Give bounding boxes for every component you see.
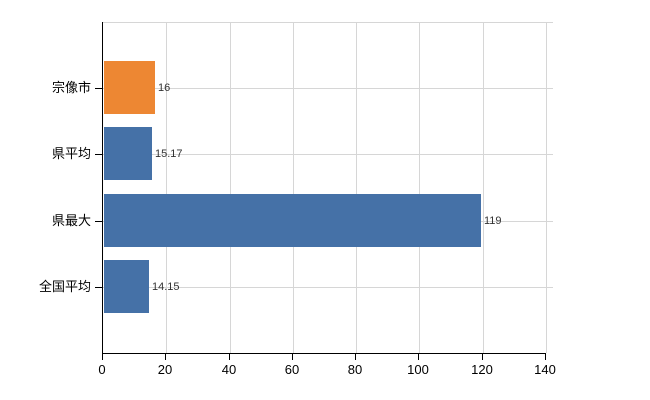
gridline-vertical: [230, 22, 231, 353]
x-tick-label: 0: [98, 362, 106, 377]
y-axis-tick: [95, 221, 102, 222]
bar-1: [104, 61, 155, 114]
x-tick-label: 80: [347, 362, 363, 377]
gridline-vertical: [166, 22, 167, 353]
gridline-top: [103, 22, 553, 23]
y-axis-tick: [95, 154, 102, 155]
gridline-horizontal: [103, 287, 553, 288]
bar-3: [104, 194, 481, 247]
category-label: 県平均: [51, 146, 91, 161]
value-label: 15.17: [155, 148, 183, 160]
gridline-horizontal: [103, 88, 553, 89]
x-axis-tick: [229, 354, 230, 360]
gridline-horizontal: [103, 154, 553, 155]
x-tick-label: 60: [284, 362, 300, 377]
x-axis-tick: [355, 354, 356, 360]
x-axis-tick: [292, 354, 293, 360]
gridline-vertical: [483, 22, 484, 353]
y-axis-tick: [95, 287, 102, 288]
value-label: 14.15: [152, 281, 180, 293]
bar-4: [104, 260, 149, 313]
x-axis-tick: [102, 354, 103, 360]
gridline-vertical: [546, 22, 547, 353]
x-axis-tick: [165, 354, 166, 360]
x-axis-tick: [545, 354, 546, 360]
x-tick-label: 20: [157, 362, 173, 377]
x-axis-tick: [418, 354, 419, 360]
value-label: 119: [484, 215, 502, 227]
gridline-vertical: [419, 22, 420, 353]
category-label: 全国平均: [38, 279, 91, 294]
x-tick-label: 120: [471, 362, 493, 377]
plot-area: 16 15.17 119 14.15: [102, 22, 553, 354]
gridline-vertical: [356, 22, 357, 353]
x-tick-label: 100: [407, 362, 429, 377]
x-tick-label: 140: [534, 362, 556, 377]
bar-2: [104, 127, 152, 180]
category-label: 宗像市: [51, 80, 91, 95]
x-tick-label: 40: [221, 362, 237, 377]
y-axis-tick: [95, 88, 102, 89]
value-label: 16: [158, 82, 171, 94]
category-label: 県最大: [51, 213, 91, 228]
gridline-vertical: [293, 22, 294, 353]
x-axis-tick: [482, 354, 483, 360]
